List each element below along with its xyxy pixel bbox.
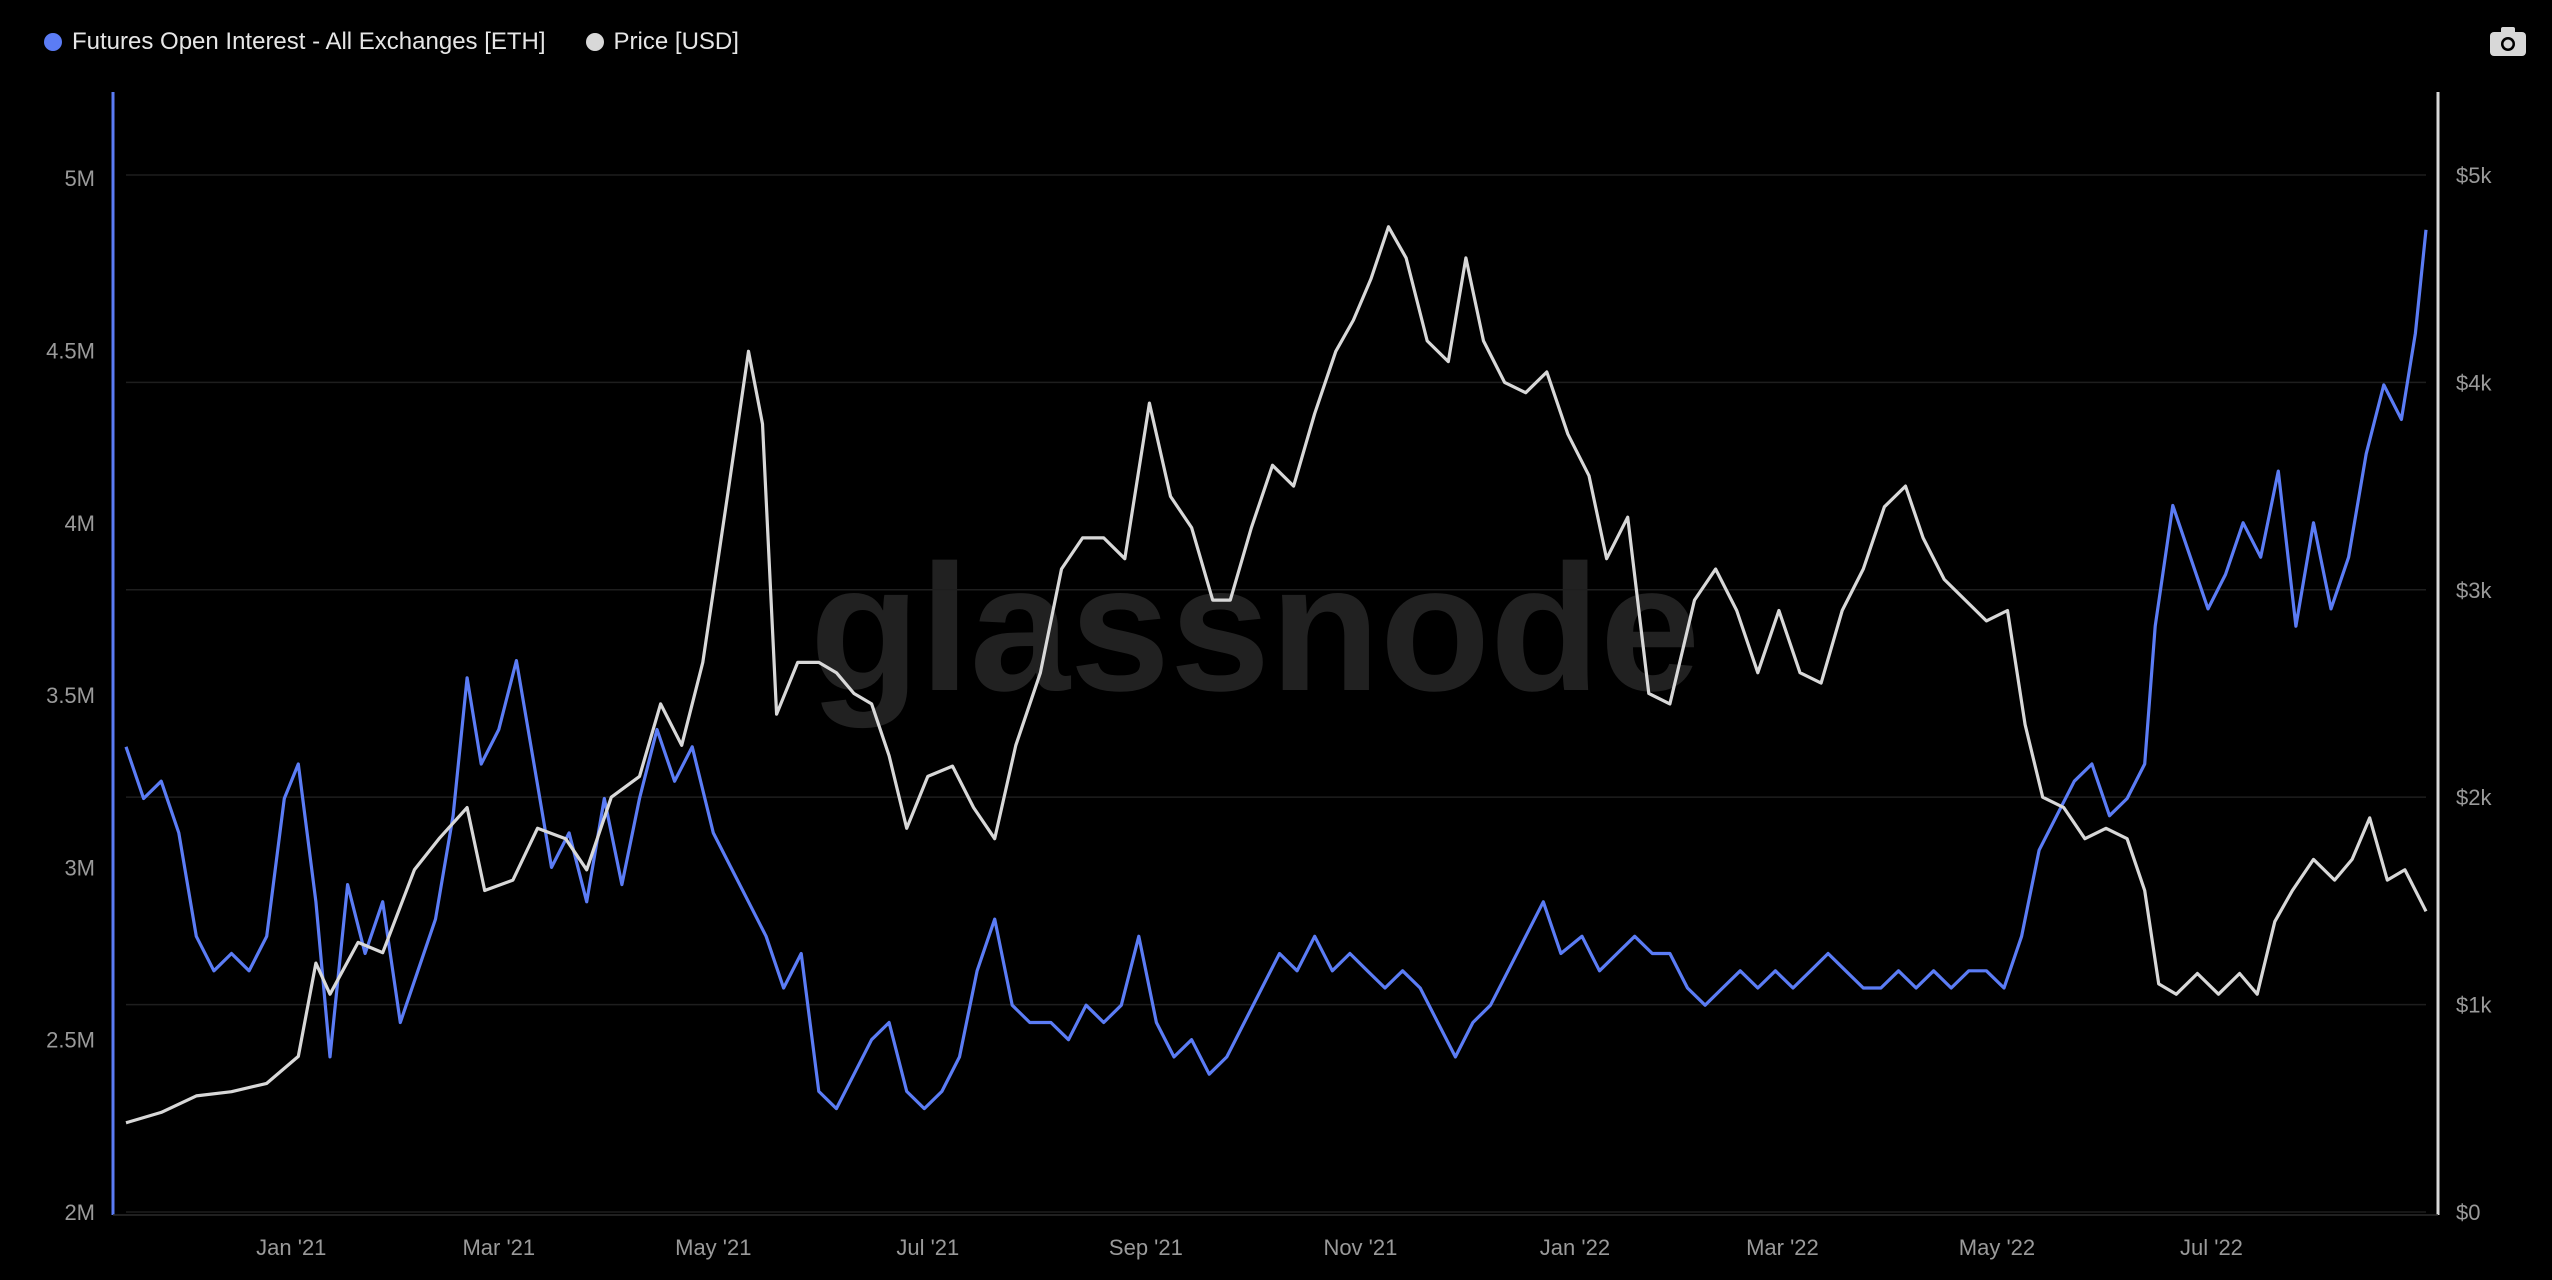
y-left-tick-label: 2.5M bbox=[46, 1028, 95, 1053]
x-tick-label: Sep '21 bbox=[1109, 1235, 1183, 1260]
x-tick-label: Jan '22 bbox=[1540, 1235, 1610, 1260]
y-right-tick-label: $1k bbox=[2456, 993, 2492, 1018]
x-tick-label: Nov '21 bbox=[1323, 1235, 1397, 1260]
x-tick-label: Jul '22 bbox=[2180, 1235, 2243, 1260]
y-left-tick-label: 5M bbox=[64, 166, 95, 191]
chart-legend: Futures Open Interest - All Exchanges [E… bbox=[44, 28, 739, 56]
y-right-tick-label: $3k bbox=[2456, 578, 2492, 603]
legend-label-price: Price [USD] bbox=[613, 28, 739, 55]
y-left-tick-label: 4.5M bbox=[46, 338, 95, 363]
y-left-tick-label: 2M bbox=[64, 1200, 95, 1225]
y-left-tick-label: 3M bbox=[64, 855, 95, 880]
x-tick-label: Jan '21 bbox=[256, 1235, 326, 1260]
y-right-tick-label: $4k bbox=[2456, 370, 2492, 395]
legend-dot-open-interest bbox=[44, 33, 62, 51]
y-left-tick-label: 3.5M bbox=[46, 683, 95, 708]
series-line-open-interest bbox=[124, 229, 2428, 1111]
y-left-tick-label: 4M bbox=[64, 511, 95, 536]
x-tick-label: Mar '21 bbox=[462, 1235, 535, 1260]
x-tick-label: May '21 bbox=[675, 1235, 751, 1260]
series-line-price bbox=[125, 225, 2428, 1125]
y-right-tick-label: $0 bbox=[2456, 1200, 2480, 1225]
x-tick-label: Jul '21 bbox=[896, 1235, 959, 1260]
x-tick-label: May '22 bbox=[1959, 1235, 2035, 1260]
y-right-tick-label: $2k bbox=[2456, 785, 2492, 810]
legend-item-price[interactable]: Price [USD] bbox=[585, 28, 739, 56]
y-right-tick-label: $5k bbox=[2456, 163, 2492, 188]
legend-label-open-interest: Futures Open Interest - All Exchanges [E… bbox=[72, 28, 546, 55]
camera-icon[interactable] bbox=[2488, 24, 2528, 58]
legend-item-open-interest[interactable]: Futures Open Interest - All Exchanges [E… bbox=[44, 28, 546, 56]
legend-dot-price bbox=[585, 33, 604, 51]
x-tick-label: Mar '22 bbox=[1746, 1235, 1819, 1260]
